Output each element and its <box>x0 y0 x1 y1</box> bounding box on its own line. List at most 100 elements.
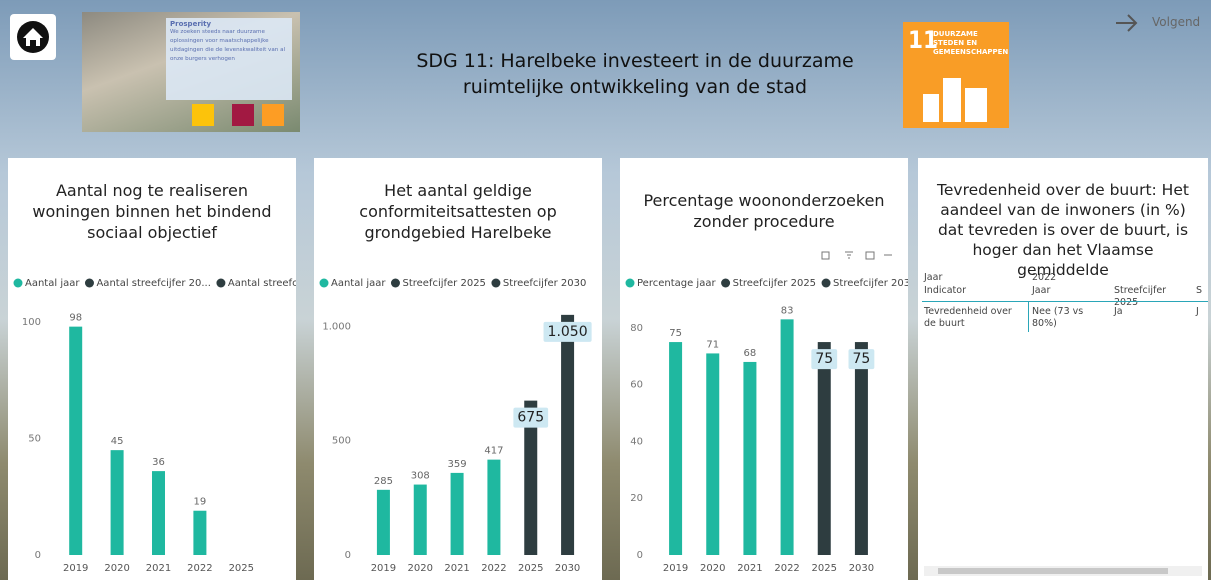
y-tick-label: 500 <box>332 436 351 447</box>
column-divider <box>1028 302 1029 332</box>
next-label[interactable]: Volgend <box>1152 15 1201 29</box>
banner-text: We zoeken steeds naar duurzame oplossing… <box>170 29 286 62</box>
legend-marker <box>625 278 635 288</box>
bar <box>152 471 165 555</box>
table-cell: Nee (73 vs 80%) <box>1032 306 1084 329</box>
y-tick-label: 0 <box>637 550 643 561</box>
data-label: 359 <box>448 459 467 470</box>
x-tick-label: 2019 <box>371 563 396 574</box>
y-tick-label: 0 <box>35 550 41 561</box>
table-cell: Streefcijfer 2025 <box>1114 285 1167 308</box>
data-label: 75 <box>853 351 871 367</box>
x-tick-label: 2025 <box>812 563 837 574</box>
x-tick-label: 2030 <box>849 563 874 574</box>
scrollbar[interactable] <box>924 566 1202 576</box>
chart: Aantal jaar Streefcijfer 2025 Streefcijfer… <box>319 278 592 574</box>
table-title: Tevredenheid over de buurt: Het aandeel … <box>937 181 1189 279</box>
x-tick-label: 2019 <box>63 563 88 574</box>
table-cell: 2022 <box>1032 272 1057 283</box>
legend-label: Streefcijfer 2025 <box>733 278 816 289</box>
bar <box>413 484 427 555</box>
legend-marker <box>721 278 731 288</box>
table-cell: Tevredenheid over de buurt <box>924 306 1012 329</box>
x-tick-label: 2030 <box>555 563 580 574</box>
y-tick-label: 60 <box>630 380 643 391</box>
bar <box>706 353 720 555</box>
sdg-mini <box>192 104 214 126</box>
data-label-box <box>513 407 549 428</box>
y-tick-label: 50 <box>28 433 41 444</box>
bar <box>561 314 575 555</box>
x-tick-label: 2022 <box>774 563 799 574</box>
y-tick-label: 1.000 <box>322 321 351 332</box>
chart-title: Het aantal geldige conformiteitsattesten… <box>359 181 557 242</box>
table-cell: J <box>1196 306 1199 317</box>
x-tick-label: 2025 <box>229 563 254 574</box>
chart-panel: Percentage woononderzoeken zonder proced… <box>620 158 908 580</box>
data-label: 417 <box>484 446 503 457</box>
chart-title: Percentage woononderzoeken zonder proced… <box>643 191 885 231</box>
chart: Percentage jaar Streefcijfer 2025 Streefci… <box>625 251 908 574</box>
x-tick-label: 2022 <box>187 563 212 574</box>
bar <box>817 342 831 555</box>
table-cell: S <box>1196 285 1203 296</box>
legend-marker <box>491 278 501 288</box>
sdg-mini <box>232 104 254 126</box>
y-tick-label: 0 <box>345 550 351 561</box>
data-label: 675 <box>517 410 544 426</box>
data-label: 1.050 <box>548 324 588 340</box>
banner-image: Prosperity We zoeken steeds naar duurzam… <box>82 12 300 132</box>
chart: Aantal jaar Aantal streefcijfer 20... Aant… <box>13 278 296 574</box>
data-label: 285 <box>374 476 393 487</box>
legend-label: Aantal streefcijf... <box>228 278 296 289</box>
data-label: 19 <box>194 497 207 508</box>
sdg-icon: 11 DUURZAME STEDEN EN GEMEENSCHAPPEN <box>903 22 1009 128</box>
bar <box>854 342 868 555</box>
data-label-box <box>543 321 592 342</box>
bar <box>69 326 83 555</box>
x-tick-label: 2021 <box>146 563 171 574</box>
bar <box>743 361 757 555</box>
bar <box>780 319 794 555</box>
y-tick-label: 40 <box>630 436 643 447</box>
table-cell: Ja <box>1114 306 1123 317</box>
y-tick-label: 100 <box>22 317 41 328</box>
legend-marker <box>84 278 94 288</box>
chart-panel: Aantal nog te realiseren woningen binnen… <box>8 158 296 580</box>
banner-overlay: Prosperity We zoeken steeds naar duurzam… <box>166 18 292 100</box>
bar <box>524 400 538 555</box>
visual-header-icons[interactable] <box>821 251 892 260</box>
x-tick-label: 2021 <box>444 563 469 574</box>
scrollbar-thumb[interactable] <box>938 568 1168 574</box>
y-tick-label: 20 <box>630 493 643 504</box>
x-tick-label: 2020 <box>408 563 433 574</box>
x-tick-label: 2020 <box>700 563 725 574</box>
bar <box>110 450 124 555</box>
legend-label: Streefcijfer 2025 <box>402 278 485 289</box>
data-label: 75 <box>815 351 833 367</box>
legend-label: Streefcijfer 2030 <box>833 278 908 289</box>
data-label: 308 <box>411 471 430 482</box>
sdg-label: DUURZAME STEDEN EN GEMEENSCHAPPEN <box>933 30 1009 56</box>
sdg-mini <box>262 104 284 126</box>
data-label: 75 <box>669 328 682 339</box>
page-title: SDG 11: Harelbeke investeert in de duurz… <box>416 50 854 98</box>
legend-label: Aantal jaar <box>25 278 80 289</box>
sdg-number: 11 <box>908 26 939 54</box>
data-label: 71 <box>706 339 719 350</box>
y-tick-label: 80 <box>630 323 643 334</box>
bar <box>450 472 464 555</box>
next-arrow[interactable] <box>1112 10 1142 36</box>
table-cell: Jaar <box>1032 285 1051 296</box>
legend-label: Aantal jaar <box>331 278 386 289</box>
x-tick-label: 2020 <box>104 563 129 574</box>
legend-label: Aantal streefcijfer 20... <box>96 278 210 289</box>
home-button[interactable] <box>10 14 56 60</box>
banner-heading: Prosperity <box>170 20 212 28</box>
legend-marker <box>390 278 400 288</box>
x-tick-label: 2025 <box>518 563 543 574</box>
table-cell: Jaar <box>924 272 943 283</box>
home-icon <box>17 21 49 53</box>
data-label: 68 <box>744 348 757 359</box>
bar <box>487 459 501 555</box>
